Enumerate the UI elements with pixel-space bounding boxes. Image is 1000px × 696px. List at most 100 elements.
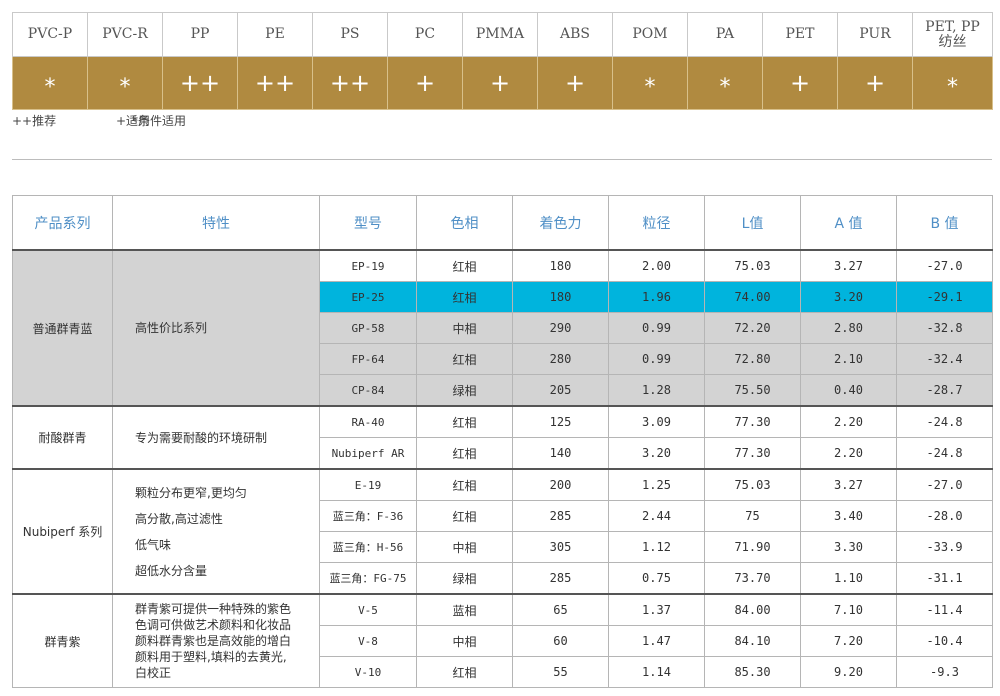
l-cell: 75.03 <box>704 249 801 282</box>
strength-cell: 285 <box>512 500 609 532</box>
compat-mark-cell: + <box>387 56 463 110</box>
l-cell: 84.00 <box>704 593 801 626</box>
compat-header-cell: POM <box>612 12 688 57</box>
table-row: 群青紫 群青紫可提供一种特殊的紫色 色调可供做艺术颜料和化妆品 颜料群青紫也是高… <box>12 593 993 688</box>
hue-cell: 红相 <box>416 468 513 501</box>
b-cell: -31.1 <box>896 562 993 595</box>
table-row: 耐酸群青 专为需要耐酸的环境研制 RA-40 红相 125 3.09 77.30… <box>12 405 993 470</box>
compat-header-cell: PUR <box>837 12 913 57</box>
features-cell: 高性价比系列 <box>112 249 320 407</box>
series-cell: 耐酸群青 <box>12 405 113 470</box>
hue-cell: 红相 <box>416 405 513 438</box>
b-cell: -33.9 <box>896 531 993 563</box>
product-spec-table: 产品系列 特性 型号 色相 着色力 粒径 L值 A 值 B 值 普通群青蓝 高性… <box>12 195 993 688</box>
compat-mark-cell: ++ <box>237 56 313 110</box>
model-cell: V-5 <box>319 593 417 626</box>
table-row-highlighted: EP-25 红相 180 1.96 74.00 3.20 -29.1 <box>13 281 993 313</box>
strength-cell: 140 <box>512 437 609 470</box>
b-cell: -28.0 <box>896 500 993 532</box>
model-cell: 蓝三角：FG-75 <box>319 562 417 595</box>
section-divider <box>12 159 992 160</box>
compat-header-cell: PS <box>312 12 388 57</box>
model-cell: RA-40 <box>319 405 417 438</box>
feature-line: 高分散,高过滤性 <box>135 511 223 526</box>
strength-cell: 290 <box>512 312 609 344</box>
hue-cell: 中相 <box>416 531 513 563</box>
a-cell: 7.20 <box>800 625 897 657</box>
model-cell: E-19 <box>319 468 417 501</box>
b-cell: -32.8 <box>896 312 993 344</box>
table-row: CP-84 绿相 205 1.28 75.50 0.40 -28.7 <box>13 374 993 407</box>
col-header-a-value: A 值 <box>800 195 897 251</box>
a-cell: 0.40 <box>800 374 897 407</box>
compat-mark-cell: + <box>762 56 838 110</box>
hue-cell: 中相 <box>416 625 513 657</box>
hue-cell: 绿相 <box>416 562 513 595</box>
model-cell: GP-58 <box>319 312 417 344</box>
features-cell: 颗粒分布更窄,更均匀 高分散,高过滤性 低气味 超低水分含量 <box>112 468 320 595</box>
a-cell: 2.10 <box>800 343 897 375</box>
hue-cell: 红相 <box>416 437 513 470</box>
compat-mark-cell: * <box>912 56 993 110</box>
compat-header-cell: PET, PP 纺丝 <box>912 12 993 57</box>
feature-line: 低气味 <box>135 537 172 552</box>
size-cell: 1.47 <box>608 625 705 657</box>
compat-mark-cell: ++ <box>312 56 388 110</box>
model-cell: EP-19 <box>319 249 417 282</box>
features-cell: 专为需要耐酸的环境研制 <box>112 405 320 470</box>
a-cell: 3.40 <box>800 500 897 532</box>
compat-header-cell: PVC-P <box>12 12 88 57</box>
b-cell: -10.4 <box>896 625 993 657</box>
hue-cell: 中相 <box>416 312 513 344</box>
a-cell: 3.27 <box>800 468 897 501</box>
a-cell: 2.20 <box>800 437 897 470</box>
strength-cell: 285 <box>512 562 609 595</box>
col-header-l-value: L值 <box>704 195 801 251</box>
compat-header-line1: PET, PP <box>925 18 980 35</box>
size-cell: 2.00 <box>608 249 705 282</box>
a-cell: 3.27 <box>800 249 897 282</box>
compat-header-cell: PC <box>387 12 463 57</box>
hue-cell: 蓝相 <box>416 593 513 626</box>
col-header-strength: 着色力 <box>512 195 609 251</box>
model-cell: 蓝三角：H-56 <box>319 531 417 563</box>
strength-cell: 125 <box>512 405 609 438</box>
a-cell: 3.20 <box>800 281 897 313</box>
l-cell: 75 <box>704 500 801 532</box>
table-row: FP-64 红相 280 0.99 72.80 2.10 -32.4 <box>13 343 993 375</box>
l-cell: 72.20 <box>704 312 801 344</box>
size-cell: 1.25 <box>608 468 705 501</box>
a-cell: 7.10 <box>800 593 897 626</box>
compat-mark-cell: + <box>837 56 913 110</box>
hue-cell: 红相 <box>416 656 513 688</box>
hue-cell: 红相 <box>416 500 513 532</box>
table-row: 蓝三角：F-36 红相 285 2.44 75 3.40 -28.0 <box>13 500 993 532</box>
feature-line: 颜料群青紫也是高效能的增白 <box>135 634 292 648</box>
a-cell: 1.10 <box>800 562 897 595</box>
a-cell: 2.80 <box>800 312 897 344</box>
col-header-size: 粒径 <box>608 195 705 251</box>
feature-line: 群青紫可提供一种特殊的紫色 <box>135 602 292 616</box>
col-header-b-value: B 值 <box>896 195 993 251</box>
product-header-row: 产品系列 特性 型号 色相 着色力 粒径 L值 A 值 B 值 <box>12 195 993 251</box>
hue-cell: 红相 <box>416 343 513 375</box>
legend-applicable: +适用 <box>116 114 151 128</box>
feature-line: 白校正 <box>135 666 172 680</box>
feature-line: 颜料用于塑料,填料的去黄光, <box>135 650 287 664</box>
feature-line: 颗粒分布更窄,更均匀 <box>135 485 247 500</box>
strength-cell: 65 <box>512 593 609 626</box>
feature-line: 色调可供做艺术颜料和化妆品 <box>135 618 292 632</box>
compat-header-cell: PET <box>762 12 838 57</box>
compat-mark-cell: * <box>687 56 763 110</box>
table-row: Nubiperf 系列 颗粒分布更窄,更均匀 高分散,高过滤性 低气味 超低水分… <box>12 468 993 595</box>
compat-header-cell: PA <box>687 12 763 57</box>
size-cell: 0.99 <box>608 343 705 375</box>
feature-line: 超低水分含量 <box>135 563 208 578</box>
b-cell: -27.0 <box>896 468 993 501</box>
b-cell: -32.4 <box>896 343 993 375</box>
feature-line: 高性价比系列 <box>135 321 208 335</box>
b-cell: -24.8 <box>896 437 993 470</box>
legend-conditional: *条件适用 <box>132 114 187 128</box>
strength-cell: 200 <box>512 468 609 501</box>
b-cell: -27.0 <box>896 249 993 282</box>
